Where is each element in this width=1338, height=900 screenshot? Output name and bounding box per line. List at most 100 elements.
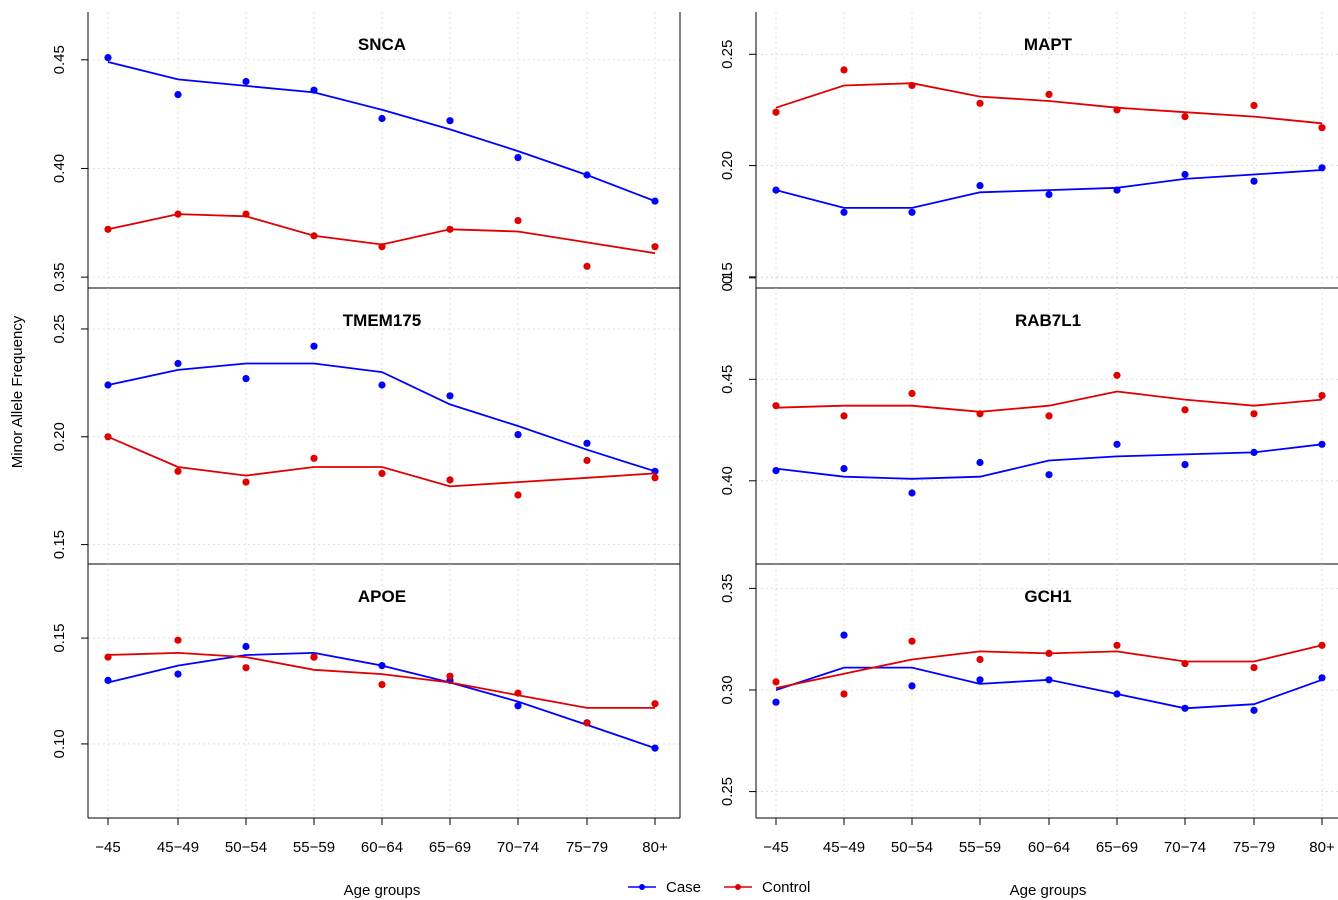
series-line	[775, 82, 1323, 125]
y-tick-label-2: 0.45	[51, 45, 68, 74]
x-tick-label-2: 50−54	[225, 839, 267, 856]
legend-control-label: Control	[762, 879, 810, 896]
data-point	[1045, 412, 1053, 420]
x-tick-label-8: 80+	[642, 839, 668, 856]
data-point	[1181, 113, 1189, 121]
panel-apoe: 0.10 0.15 −45 45−49 50−54 55−59 60−64 65−69 70−7…	[51, 564, 681, 856]
data-point	[1045, 649, 1053, 658]
data-point	[378, 381, 386, 389]
x-tick-label-1: 45−49	[157, 839, 199, 856]
x-axis-label-right: Age groups	[1010, 882, 1087, 899]
x-tick-label-8: 80+	[1309, 839, 1335, 856]
data-point	[310, 342, 318, 350]
data-point	[772, 402, 780, 410]
data-point	[514, 217, 522, 225]
data-point	[1113, 371, 1121, 379]
data-point	[446, 392, 454, 400]
data-point	[583, 719, 591, 727]
data-point	[908, 489, 916, 497]
series-line	[107, 362, 656, 473]
data-point	[1318, 392, 1326, 400]
data-point	[514, 689, 522, 697]
x-tick-label-1: 45−49	[823, 839, 865, 856]
data-point	[651, 474, 659, 482]
data-point	[772, 467, 780, 475]
data-point	[908, 208, 916, 216]
data-point	[446, 476, 454, 484]
data-point	[1318, 164, 1326, 172]
data-point	[242, 478, 250, 486]
data-point	[840, 465, 848, 473]
series-case	[104, 642, 659, 752]
data-point	[840, 412, 848, 420]
x-axis-label-left: Age groups	[344, 882, 421, 899]
data-point	[1181, 170, 1189, 179]
legend-control-marker	[735, 884, 741, 890]
data-point	[840, 66, 848, 74]
data-point	[1318, 440, 1326, 448]
x-tick-label-6: 70−74	[1164, 839, 1206, 856]
data-point	[1250, 101, 1258, 110]
series-line	[107, 435, 656, 488]
series-case	[104, 54, 659, 205]
x-tick-label-7: 75−79	[566, 839, 608, 856]
data-point	[583, 439, 591, 447]
data-point	[976, 182, 984, 190]
series-control	[772, 637, 1326, 698]
series-case	[772, 440, 1326, 497]
x-tick-label-3: 55−59	[293, 839, 335, 856]
data-point	[514, 702, 522, 710]
series-line	[775, 390, 1323, 413]
y-tick-label-1: 0.20	[719, 151, 736, 180]
data-point	[651, 700, 659, 708]
data-point	[908, 682, 916, 690]
data-point	[174, 670, 182, 678]
data-point	[514, 431, 522, 439]
y-axis-label: Minor Allele Frequency	[9, 315, 26, 468]
panel-title: MAPT	[1024, 35, 1073, 54]
data-point	[310, 653, 318, 661]
data-point	[840, 208, 848, 216]
legend-case-label: Case	[666, 879, 701, 896]
data-point	[908, 637, 916, 645]
y-tick-label-1: 0.40	[51, 154, 68, 183]
data-point	[174, 467, 182, 475]
data-point	[242, 210, 250, 218]
panel-title: TMEM175	[343, 311, 421, 330]
data-point	[1181, 461, 1189, 469]
data-point	[1250, 410, 1258, 418]
data-point	[1113, 641, 1121, 649]
data-point	[1318, 674, 1326, 682]
data-point	[1181, 406, 1189, 414]
data-point	[378, 243, 386, 251]
series-case	[104, 342, 659, 475]
data-point	[378, 662, 386, 670]
data-point	[446, 225, 454, 233]
y-tick-label-1: 0.45	[719, 365, 736, 394]
data-point	[1113, 440, 1121, 448]
data-point	[1113, 186, 1121, 194]
data-point	[1250, 448, 1258, 456]
data-point	[583, 171, 591, 179]
y-tick-label-0: 0.15	[51, 530, 68, 559]
data-point	[378, 114, 386, 123]
data-point	[583, 262, 591, 270]
series-control	[104, 210, 659, 270]
series-line	[775, 666, 1323, 710]
data-point	[1250, 177, 1258, 185]
data-point	[514, 154, 522, 162]
data-point	[310, 232, 318, 240]
x-tick-label-2: 50−54	[891, 839, 933, 856]
y-tick-label-0: 0.15	[719, 262, 736, 291]
data-point	[242, 642, 250, 651]
data-point	[840, 631, 848, 639]
y-tick-label-0: 0.35	[51, 263, 68, 292]
data-point	[840, 690, 848, 698]
legend: Case Control	[628, 879, 810, 896]
data-point	[1318, 124, 1326, 132]
x-tick-label-0: −45	[763, 839, 788, 856]
data-point	[310, 454, 318, 462]
data-point	[242, 77, 250, 86]
series-control	[104, 433, 659, 499]
